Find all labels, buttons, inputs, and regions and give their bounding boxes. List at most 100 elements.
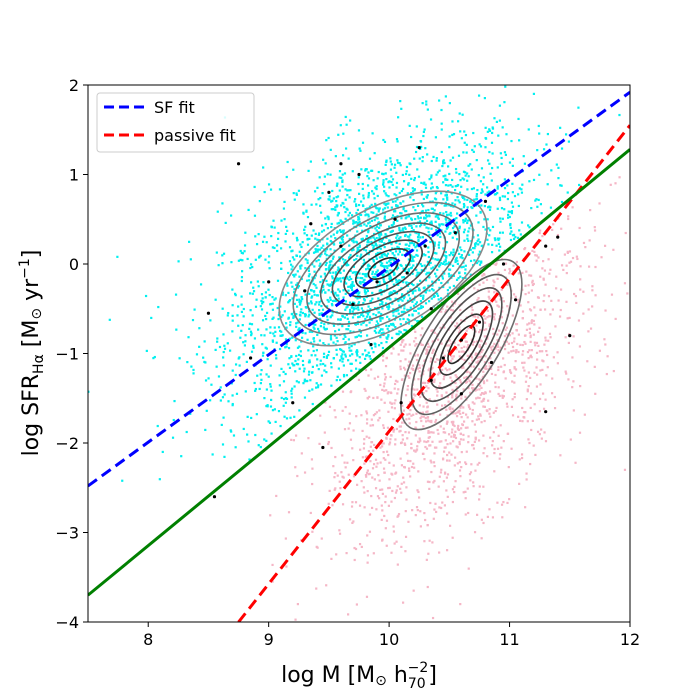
- scatter-point: [332, 242, 335, 245]
- scatter-point: [256, 280, 259, 283]
- scatter-point: [401, 404, 404, 407]
- scatter-point: [388, 293, 391, 296]
- scatter-point: [337, 288, 340, 291]
- scatter-point: [416, 509, 419, 512]
- scatter-point: [280, 219, 283, 222]
- scatter-point: [342, 132, 345, 135]
- scatter-point: [319, 383, 323, 386]
- scatter-point: [397, 388, 400, 391]
- scatter-point: [412, 283, 415, 287]
- scatter-point: [497, 366, 500, 369]
- scatter-point: [490, 179, 493, 182]
- scatter-point: [395, 278, 398, 281]
- scatter-point: [477, 418, 480, 421]
- scatter-point: [440, 394, 443, 397]
- scatter-point: [370, 418, 373, 421]
- scatter-point: [460, 256, 463, 259]
- scatter-point: [330, 362, 333, 365]
- scatter-point: [404, 550, 407, 553]
- black-point: [357, 172, 361, 177]
- scatter-point: [549, 268, 552, 271]
- scatter-point: [304, 267, 307, 270]
- scatter-point: [305, 234, 309, 237]
- scatter-point: [451, 428, 454, 431]
- scatter-point: [388, 186, 391, 189]
- scatter-point: [317, 384, 320, 387]
- scatter-point: [518, 229, 521, 232]
- scatter-point: [295, 254, 298, 257]
- scatter-point: [297, 381, 300, 384]
- scatter-point: [353, 236, 356, 240]
- scatter-point: [499, 152, 502, 155]
- scatter-point: [415, 274, 418, 278]
- scatter-point: [494, 385, 497, 389]
- scatter-point: [451, 253, 455, 257]
- scatter-point: [303, 232, 306, 235]
- scatter-point: [364, 389, 367, 392]
- scatter-point: [339, 241, 342, 244]
- scatter-point: [267, 288, 270, 291]
- scatter-point: [347, 320, 351, 324]
- scatter-point: [466, 198, 469, 202]
- scatter-point: [379, 264, 383, 267]
- scatter-point: [285, 397, 289, 401]
- y-axis-title-sup: −1: [17, 258, 33, 279]
- scatter-point: [241, 259, 244, 262]
- scatter-point: [372, 414, 376, 417]
- scatter-point: [378, 240, 381, 243]
- scatter-point: [377, 331, 380, 334]
- scatter-point: [374, 412, 377, 416]
- scatter-point: [325, 248, 329, 251]
- scatter-point: [356, 354, 359, 357]
- scatter-point: [394, 438, 397, 441]
- scatter-point: [384, 495, 387, 498]
- scatter-point: [419, 236, 422, 239]
- scatter-point: [600, 256, 603, 259]
- scatter-point: [453, 424, 456, 428]
- scatter-point: [240, 279, 243, 283]
- scatter-point: [399, 441, 403, 445]
- scatter-point: [347, 359, 350, 362]
- scatter-point: [433, 380, 436, 383]
- scatter-point: [399, 99, 402, 103]
- scatter-point: [544, 440, 548, 443]
- scatter-point: [409, 267, 412, 270]
- y-tick-label: 0: [69, 255, 79, 274]
- scatter-point: [325, 584, 328, 587]
- scatter-point: [558, 315, 562, 318]
- scatter-point: [453, 490, 456, 494]
- scatter-point: [385, 324, 388, 327]
- scatter-point: [567, 215, 570, 218]
- scatter-point: [423, 181, 426, 184]
- scatter-point: [285, 342, 288, 345]
- scatter-point: [447, 433, 451, 436]
- scatter-point: [349, 269, 352, 273]
- scatter-point: [351, 316, 355, 319]
- scatter-point: [260, 378, 263, 381]
- scatter-point: [350, 349, 353, 352]
- scatter-point: [375, 187, 378, 191]
- scatter-point: [400, 378, 404, 381]
- scatter-point: [324, 162, 327, 165]
- scatter-point: [284, 294, 287, 297]
- scatter-point: [391, 473, 394, 476]
- scatter-point: [363, 223, 366, 226]
- scatter-point: [523, 416, 526, 419]
- scatter-point: [396, 563, 399, 566]
- scatter-point: [223, 393, 226, 396]
- scatter-point: [499, 424, 502, 427]
- scatter-point: [273, 326, 276, 329]
- scatter-point: [475, 198, 478, 201]
- scatter-point: [88, 390, 90, 393]
- scatter-point: [542, 148, 546, 151]
- scatter-point: [380, 293, 383, 296]
- scatter-point: [331, 311, 334, 314]
- scatter-point: [358, 296, 361, 299]
- scatter-point: [318, 317, 321, 320]
- scatter-point: [473, 440, 476, 443]
- scatter-point: [356, 290, 360, 294]
- scatter-point: [478, 492, 481, 496]
- scatter-point: [501, 516, 504, 519]
- scatter-point: [385, 436, 388, 439]
- scatter-point: [303, 313, 307, 316]
